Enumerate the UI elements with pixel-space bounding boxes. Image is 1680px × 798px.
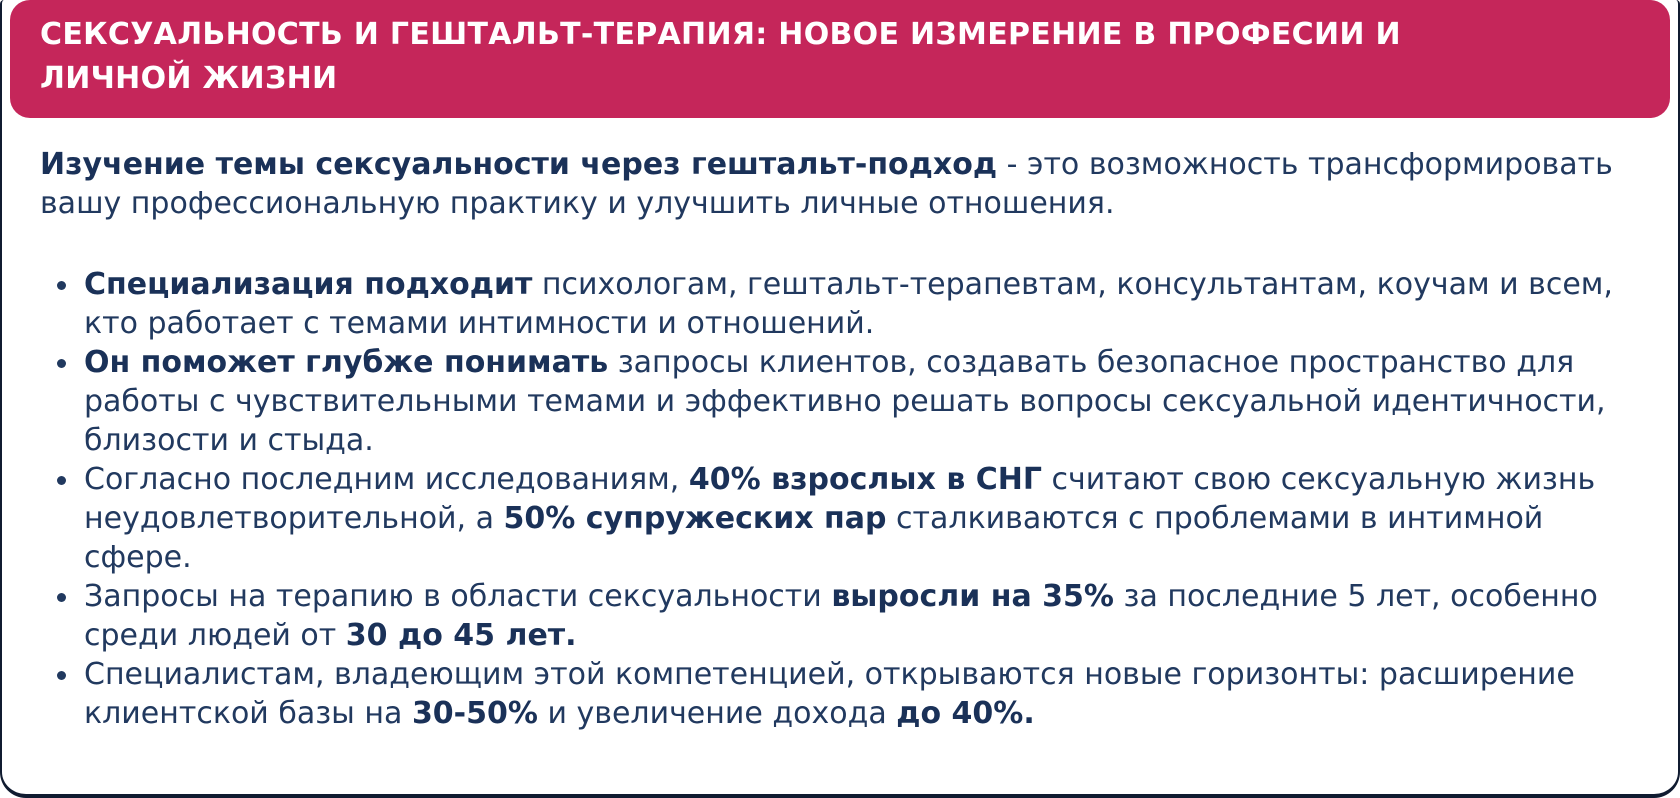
bullet-text: считают свою сексуальную жизнь неудовлет… bbox=[84, 462, 1596, 536]
bullet-text: Согласно последним исследованиям, bbox=[84, 462, 689, 497]
page-title: СЕКСУАЛЬНОСТЬ И ГЕШТАЛЬТ-ТЕРАПИЯ: НОВОЕ … bbox=[40, 17, 1401, 96]
bullet-text-bold: до 40%. bbox=[896, 696, 1035, 731]
list-item: Он поможет глубже понимать запросы клиен… bbox=[57, 343, 1620, 460]
intro-lead-bold: Изучение темы сексуальности через гештал… bbox=[40, 147, 998, 182]
bullet-text: психологам, гештальт-терапевтам, консуль… bbox=[84, 267, 1613, 341]
bullet-text: Запросы на терапию в области сексуальнос… bbox=[84, 579, 832, 614]
bullet-text: сталкиваются с проблемами в интимной сфе… bbox=[84, 501, 1544, 575]
list-item: Согласно последним исследованиям, 40% вз… bbox=[57, 460, 1620, 577]
header-banner: СЕКСУАЛЬНОСТЬ И ГЕШТАЛЬТ-ТЕРАПИЯ: НОВОЕ … bbox=[10, 0, 1670, 118]
content-area: Изучение темы сексуальности через гештал… bbox=[2, 118, 1678, 794]
bullet-text-bold: Специализация подходит bbox=[84, 267, 533, 302]
bullet-text: запросы клиентов, создавать безопасное п… bbox=[84, 345, 1606, 458]
bullet-text-bold: 30-50% bbox=[411, 696, 538, 731]
bullet-text-bold: 30 до 45 лет. bbox=[345, 618, 577, 653]
bullet-text-bold: Он поможет глубже понимать bbox=[84, 345, 609, 380]
bullet-text: и увеличение дохода bbox=[537, 696, 897, 731]
intro-rest: - это возможность трансформировать вашу … bbox=[40, 147, 1613, 221]
bullet-list: Специализация подходит психологам, гешта… bbox=[40, 265, 1620, 733]
bullet-text: Специалистам, владеющим этой компетенцие… bbox=[84, 657, 1575, 731]
list-item: Запросы на терапию в области сексуальнос… bbox=[57, 577, 1620, 655]
bullet-text-bold: 40% взрослых в СНГ bbox=[688, 462, 1042, 497]
bullet-text: за последние 5 лет, особенно среди людей… bbox=[84, 579, 1598, 653]
bullet-text-bold: 50% супружеских пар bbox=[503, 501, 887, 536]
list-item: Специализация подходит психологам, гешта… bbox=[57, 265, 1620, 343]
intro-paragraph: Изучение темы сексуальности через гештал… bbox=[40, 145, 1620, 223]
list-item: Специалистам, владеющим этой компетенцие… bbox=[57, 655, 1620, 733]
bullet-text-bold: выросли на 35% bbox=[831, 579, 1114, 614]
